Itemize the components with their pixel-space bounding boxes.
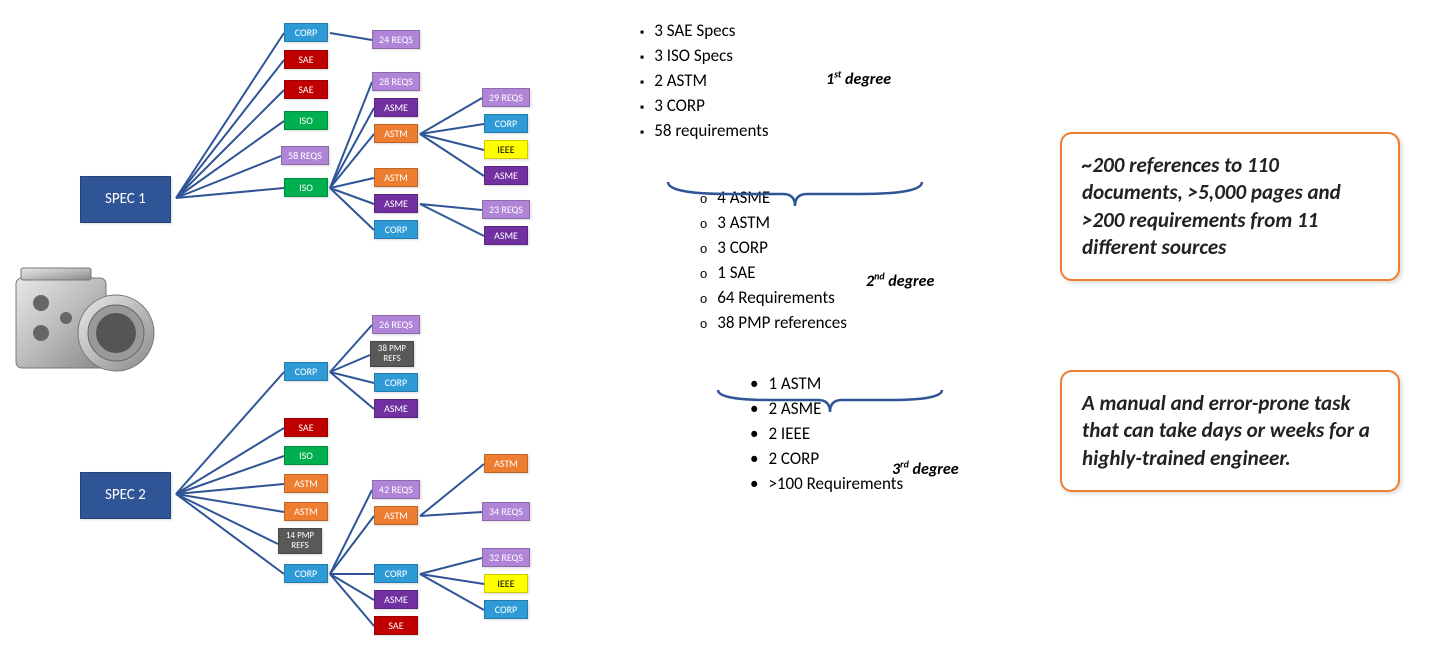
node-n36: ASME [374, 590, 418, 609]
node-n38: 32 REQS [482, 548, 530, 567]
degree-item: 2 ASTM [640, 70, 1010, 91]
node-n35: CORP [374, 564, 418, 583]
degree3-label: 3rd degree [892, 458, 959, 479]
node-n29: CORP [374, 373, 418, 392]
degree-item: 3 SAE Specs [640, 20, 1010, 41]
node-n10: ASTM [374, 124, 418, 143]
degree2-label: 2nd degree [866, 270, 934, 291]
node-n8: 28 REQS [372, 72, 420, 91]
node-n17: ASME [484, 166, 528, 185]
node-n7: 24 REQS [372, 30, 420, 49]
node-n33: ASTM [484, 454, 528, 473]
degree-item: 2 CORP [750, 448, 1010, 469]
node-n9: ASME [374, 98, 418, 117]
node-n31: 42 REQS [372, 480, 420, 499]
node-n18: 23 REQS [482, 200, 530, 219]
node-n22: ISO [284, 446, 328, 465]
node-n25: 14 PMPREFS [278, 528, 322, 554]
degree-item: 3 ASTM [700, 212, 1010, 233]
spec2-node: SPEC 2 [80, 472, 171, 519]
node-n32: ASTM [374, 506, 418, 525]
node-n6: ISO [284, 178, 328, 197]
callout-manual-task: A manual and error-prone task that can t… [1060, 370, 1400, 492]
degree-item: 3 CORP [640, 95, 1010, 116]
node-n26: CORP [284, 564, 328, 583]
node-n24: ASTM [284, 502, 328, 521]
node-n4: ISO [284, 111, 328, 130]
degree-item: 38 PMP references [700, 312, 1010, 333]
degree-item: 58 requirements [640, 120, 1010, 141]
node-n30: ASME [374, 399, 418, 418]
brace1 [660, 178, 930, 210]
degree1-label: 1st degree [826, 68, 891, 89]
node-n5: 58 REQS [281, 146, 329, 165]
degree-summary: 3 SAE Specs 3 ISO Specs 2 ASTM 3 CORP 58 req… [640, 20, 1010, 498]
node-n20: CORP [284, 362, 328, 381]
degree-item: 3 ISO Specs [640, 45, 1010, 66]
node-n40: CORP [484, 600, 528, 619]
part-image [6, 258, 166, 398]
node-n1: CORP [284, 23, 328, 42]
node-n13: CORP [374, 220, 418, 239]
node-n11: ASTM [374, 168, 418, 187]
node-n34: 34 REQS [482, 502, 530, 521]
degree-item: >100 Requirements [750, 473, 1010, 494]
spec1-node: SPEC 1 [80, 176, 171, 223]
degree-item: 2 IEEE [750, 423, 1010, 444]
degree-item: 64 Requirements [700, 287, 1010, 308]
node-n37: SAE [374, 616, 418, 635]
node-n15: CORP [484, 114, 528, 133]
node-n27: 26 REQS [372, 315, 420, 334]
degree-item: 1 SAE [700, 262, 1010, 283]
brace2 [710, 386, 950, 416]
node-n16: IEEE [484, 140, 528, 159]
node-n23: ASTM [284, 474, 328, 493]
node-n28: 38 PMPREFS [370, 341, 414, 367]
node-n12: ASME [374, 194, 418, 213]
node-n14: 29 REQS [482, 88, 530, 107]
callout-references: ~200 references to 110 documents, >5,000… [1060, 132, 1400, 281]
node-n2: SAE [284, 50, 328, 69]
node-n19: ASME [484, 226, 528, 245]
degree-item: 3 CORP [700, 237, 1010, 258]
node-n21: SAE [284, 418, 328, 437]
node-n39: IEEE [484, 574, 528, 593]
node-n3: SAE [284, 80, 328, 99]
